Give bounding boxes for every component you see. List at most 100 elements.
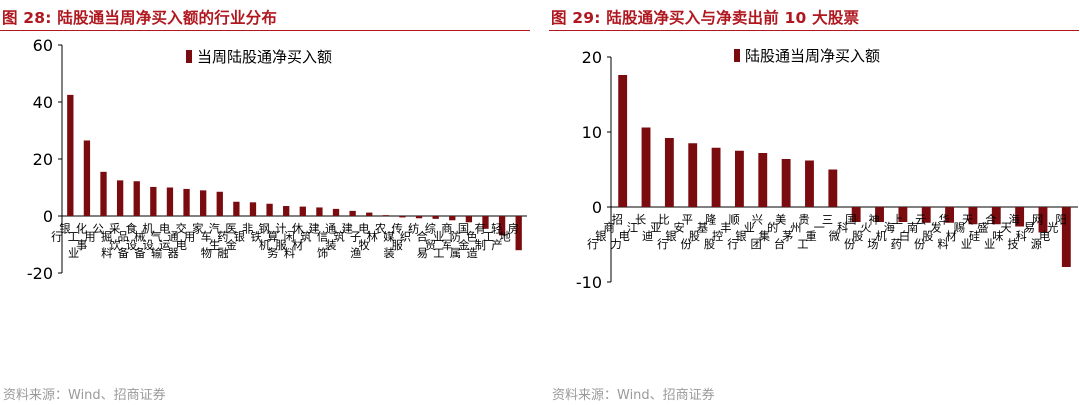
bar — [283, 206, 290, 216]
svg-text:家: 家 — [192, 221, 203, 235]
y-tick-label: 60 — [33, 36, 53, 55]
svg-text:上: 上 — [892, 213, 903, 226]
bar — [1038, 207, 1048, 233]
svg-text:渔: 渔 — [350, 247, 361, 260]
bar — [664, 138, 674, 207]
x-tick-label: 比亚迪 — [642, 213, 670, 242]
svg-text:食: 食 — [126, 221, 137, 235]
bar — [498, 216, 506, 236]
svg-text:工: 工 — [68, 231, 79, 244]
svg-text:汽: 汽 — [209, 221, 220, 235]
svg-text:银: 银 — [234, 230, 245, 244]
svg-text:信: 信 — [317, 231, 328, 244]
svg-text:林: 林 — [367, 230, 378, 244]
svg-text:饰: 饰 — [317, 246, 328, 260]
svg-text:电: 电 — [619, 230, 630, 243]
bar — [216, 191, 223, 216]
svg-text:闲: 闲 — [284, 230, 295, 244]
x-tick-label: 计算机 — [259, 222, 287, 251]
x-tick-label: 汽车 — [201, 221, 220, 243]
svg-text:金: 金 — [458, 238, 469, 252]
svg-text:械: 械 — [134, 230, 145, 244]
svg-text:电: 电 — [1039, 230, 1050, 243]
svg-text:易: 易 — [1024, 222, 1035, 235]
svg-text:饮: 饮 — [109, 239, 120, 252]
chart-panel-stocks: 图 29: 陆股通净买入与净卖出前 10 大股票 -10 0 10 20 招商银行长江电… — [549, 0, 1079, 405]
svg-text:公: 公 — [93, 222, 104, 235]
bar — [366, 212, 373, 216]
svg-text:军: 军 — [441, 239, 452, 252]
svg-text:非: 非 — [242, 222, 253, 235]
svg-text:交: 交 — [176, 221, 187, 235]
svg-text:商: 商 — [603, 221, 614, 235]
svg-text:云: 云 — [915, 213, 926, 226]
bar — [200, 190, 207, 216]
bar — [641, 127, 651, 207]
svg-text:服: 服 — [392, 239, 403, 252]
svg-text:集: 集 — [759, 229, 770, 243]
x-tick-label: 国科微 — [829, 213, 857, 242]
bar — [781, 159, 791, 207]
svg-text:台: 台 — [774, 237, 785, 251]
bar — [805, 160, 814, 207]
svg-text:股: 股 — [922, 230, 933, 243]
svg-text:场: 场 — [867, 237, 878, 251]
svg-text:长: 长 — [635, 213, 646, 226]
svg-text:算: 算 — [267, 230, 278, 244]
y-tick-label: -20 — [27, 264, 53, 283]
bar — [898, 207, 908, 222]
svg-text:药: 药 — [891, 238, 902, 251]
svg-text:基: 基 — [697, 222, 708, 235]
svg-text:业: 业 — [744, 222, 755, 235]
bar — [266, 203, 273, 216]
svg-text:行: 行 — [727, 238, 738, 251]
svg-text:赐: 赐 — [954, 222, 965, 235]
x-tick-label: 化工 — [68, 221, 87, 244]
svg-text:贸: 贸 — [425, 239, 436, 252]
svg-text:计: 计 — [275, 222, 286, 235]
svg-text:业: 业 — [433, 231, 444, 244]
svg-text:份: 份 — [914, 238, 925, 251]
bar — [332, 208, 340, 217]
bar — [921, 207, 931, 223]
title-divider — [0, 30, 530, 31]
y-tick-label: 20 — [33, 150, 53, 169]
y-tick-label: -10 — [576, 273, 602, 292]
svg-text:料: 料 — [101, 246, 112, 260]
bar — [399, 216, 406, 218]
bar — [711, 147, 721, 207]
svg-text:事: 事 — [76, 239, 87, 252]
svg-text:重: 重 — [805, 229, 816, 243]
svg-text:输: 输 — [151, 246, 162, 260]
svg-text:料: 料 — [937, 237, 948, 251]
bar — [734, 150, 744, 207]
svg-text:科: 科 — [1016, 229, 1027, 243]
title-divider — [549, 30, 1079, 31]
svg-text:股: 股 — [689, 230, 700, 243]
svg-text:行: 行 — [657, 238, 668, 251]
svg-text:商: 商 — [441, 221, 452, 235]
svg-text:工: 工 — [483, 231, 494, 244]
svg-text:行: 行 — [587, 238, 598, 251]
bar — [67, 94, 74, 217]
y-tick-label: 10 — [582, 123, 602, 142]
svg-text:地: 地 — [500, 231, 511, 244]
bar — [991, 207, 1001, 225]
bar — [758, 153, 768, 207]
svg-text:材: 材 — [946, 229, 957, 243]
svg-text:国: 国 — [845, 213, 856, 226]
svg-text:平: 平 — [682, 213, 693, 226]
